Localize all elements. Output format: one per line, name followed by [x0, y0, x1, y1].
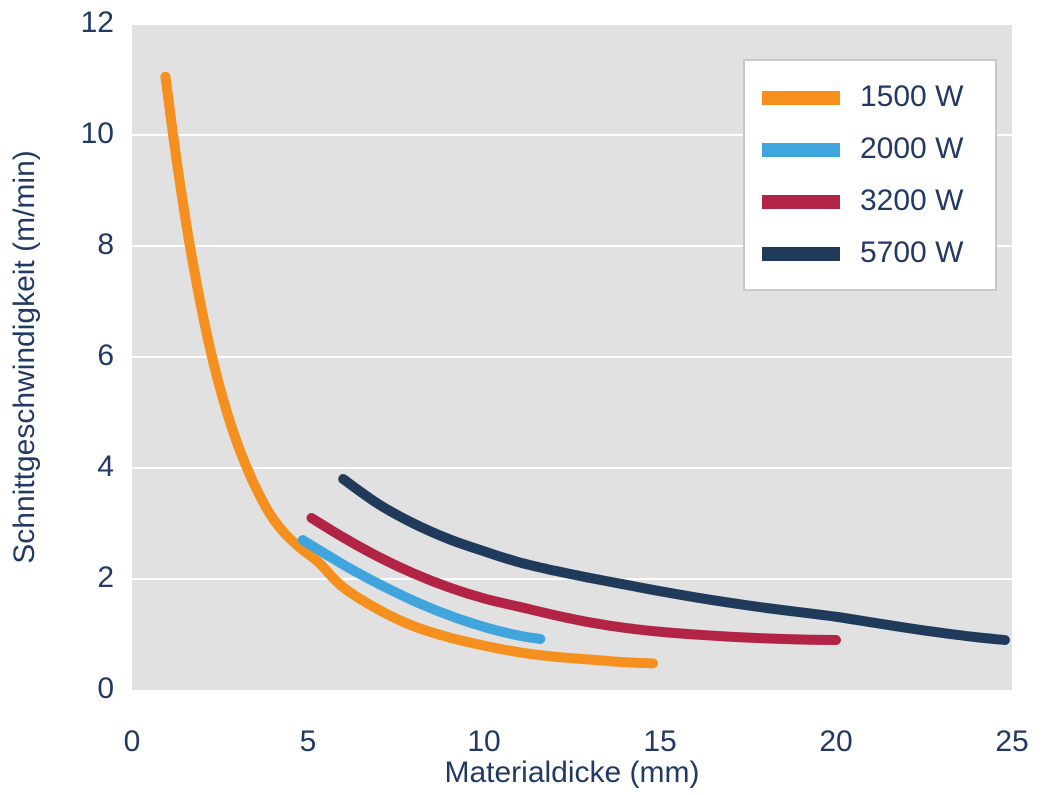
y-tick-label: 0	[97, 672, 114, 705]
x-tick-label: 20	[819, 725, 852, 758]
x-tick-label: 10	[467, 725, 500, 758]
y-tick-label: 6	[97, 339, 114, 372]
x-tick-label: 25	[995, 725, 1028, 758]
y-tick-label: 10	[81, 117, 114, 150]
x-tick-label: 0	[124, 725, 141, 758]
y-tick-label: 2	[97, 561, 114, 594]
y-tick-label: 4	[97, 450, 114, 483]
legend-label: 5700 W	[860, 236, 964, 269]
legend-label: 3200 W	[860, 184, 964, 217]
chart-container: 0 2 4 6 8 10 12 0 5 10 15 20 25 Materialdicke (mm) Sch…	[0, 0, 1042, 795]
x-axis-label: Materialdicke (mm)	[444, 756, 699, 789]
line-chart: 0 2 4 6 8 10 12 0 5 10 15 20 25 Materialdicke (mm) Sch…	[0, 0, 1042, 795]
y-tick-label: 12	[81, 6, 114, 39]
x-tick-label: 15	[643, 725, 676, 758]
legend: 1500 W 2000 W 3200 W 5700 W	[744, 60, 996, 290]
legend-label: 1500 W	[860, 80, 964, 113]
legend-label: 2000 W	[860, 132, 964, 165]
x-tick-label: 5	[300, 725, 317, 758]
y-tick-label: 8	[97, 228, 114, 261]
y-axis-label: Schnittgeschwindigkeit (m/min)	[8, 150, 41, 563]
